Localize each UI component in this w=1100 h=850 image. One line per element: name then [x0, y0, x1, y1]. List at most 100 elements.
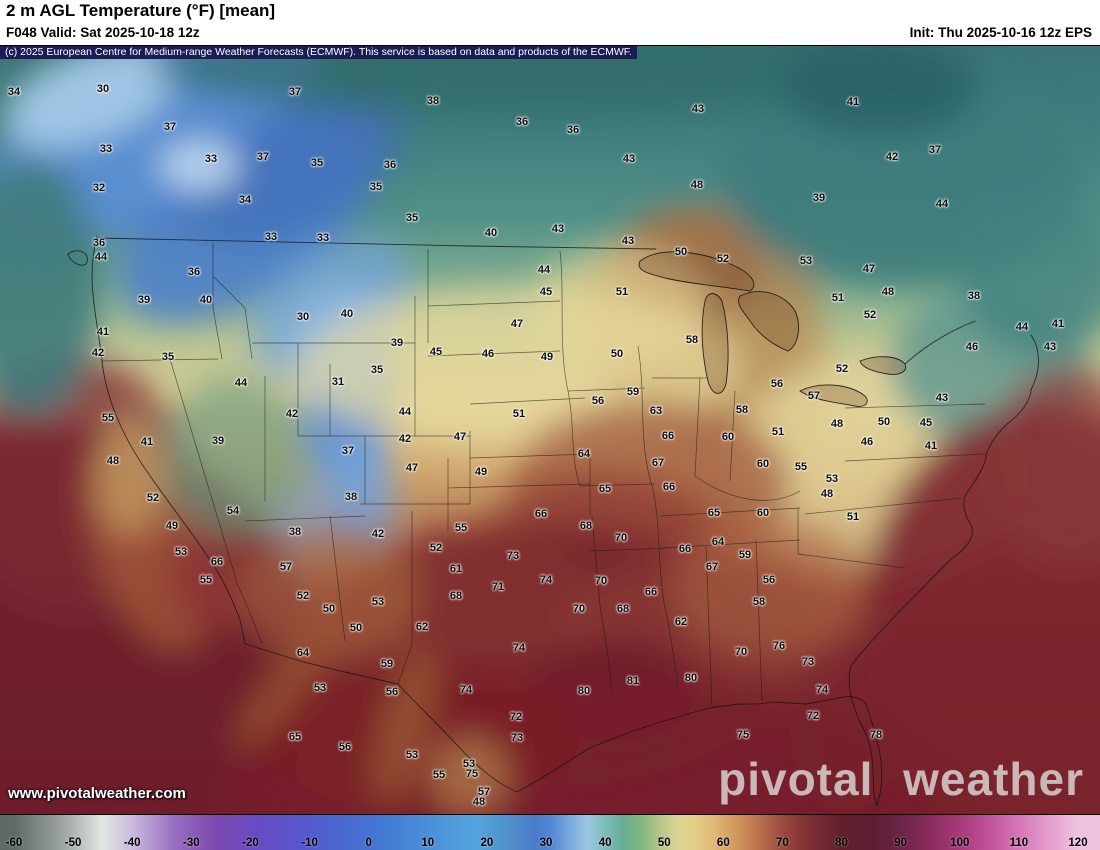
temp-value-label: 58	[752, 596, 766, 608]
temp-value-label: 56	[770, 378, 784, 390]
temp-value-label: 48	[472, 796, 486, 808]
temp-value-label: 51	[512, 408, 526, 420]
temp-value-label: 38	[967, 290, 981, 302]
temp-value-label: 74	[539, 574, 553, 586]
copyright-banner: (c) 2025 European Centre for Medium-rang…	[0, 46, 637, 59]
temp-value-label: 41	[924, 440, 938, 452]
map-canvas: (c) 2025 European Centre for Medium-rang…	[0, 45, 1100, 816]
temp-value-label: 72	[509, 711, 523, 723]
temp-value-label: 47	[510, 318, 524, 330]
temp-value-label: 46	[965, 341, 979, 353]
temp-value-label: 48	[820, 488, 834, 500]
temp-value-label: 39	[812, 192, 826, 204]
temp-value-label: 39	[390, 337, 404, 349]
temp-value-label: 74	[815, 684, 829, 696]
temp-value-label: 37	[341, 445, 355, 457]
colorbar-tick-label: 100	[950, 837, 970, 849]
temp-value-label: 49	[474, 466, 488, 478]
temp-value-label: 52	[863, 309, 877, 321]
temp-value-label: 37	[928, 144, 942, 156]
colorbar-tick-label: 70	[776, 837, 789, 849]
temp-value-label: 60	[756, 458, 770, 470]
temp-value-label: 78	[869, 729, 883, 741]
temp-value-label: 40	[340, 308, 354, 320]
temp-value-label: 75	[465, 768, 479, 780]
temp-value-label: 42	[398, 433, 412, 445]
temp-value-label: 51	[615, 286, 629, 298]
init-time-label: Init: Thu 2025-10-16 12z EPS	[909, 25, 1092, 40]
temp-value-label: 45	[429, 346, 443, 358]
temp-value-label: 52	[296, 590, 310, 602]
temp-value-label: 40	[484, 227, 498, 239]
temp-value-label: 53	[825, 473, 839, 485]
temp-value-label: 31	[331, 376, 345, 388]
temp-value-label: 46	[481, 348, 495, 360]
pivotal-weather-watermark: pivotal weather	[718, 753, 1084, 805]
temp-value-label: 42	[285, 408, 299, 420]
temp-value-label: 70	[572, 603, 586, 615]
temp-value-label: 55	[199, 574, 213, 586]
temp-value-label: 52	[716, 253, 730, 265]
temperature-blobs	[0, 46, 1100, 816]
temp-value-label: 43	[691, 103, 705, 115]
temp-value-label: 37	[256, 151, 270, 163]
temp-value-label: 43	[551, 223, 565, 235]
temp-value-label: 41	[846, 96, 860, 108]
temp-value-label: 42	[371, 528, 385, 540]
temp-value-label: 30	[96, 83, 110, 95]
temp-value-label: 58	[735, 404, 749, 416]
temp-value-label: 38	[426, 95, 440, 107]
temp-value-label: 35	[161, 351, 175, 363]
temp-value-label: 48	[881, 286, 895, 298]
colorbar-tick-label: 80	[835, 837, 848, 849]
temp-value-label: 55	[432, 769, 446, 781]
temp-value-label: 32	[92, 182, 106, 194]
temp-value-label: 67	[705, 561, 719, 573]
temp-value-label: 50	[610, 348, 624, 360]
temp-value-label: 50	[877, 416, 891, 428]
temp-value-label: 63	[649, 405, 663, 417]
temp-value-label: 36	[566, 124, 580, 136]
colorbar-tick-label: -40	[123, 837, 141, 849]
colorbar-tick-label: 120	[1068, 837, 1088, 849]
temp-value-label: 57	[279, 561, 293, 573]
temp-value-label: 68	[616, 603, 630, 615]
temp-value-label: 68	[449, 590, 463, 602]
temp-value-label: 43	[622, 153, 636, 165]
temp-value-label: 64	[577, 448, 591, 460]
temp-value-label: 33	[264, 231, 278, 243]
temp-value-label: 53	[799, 255, 813, 267]
temp-value-label: 81	[626, 675, 640, 687]
temp-value-label: 47	[453, 431, 467, 443]
temp-value-label: 36	[515, 116, 529, 128]
colorbar-tick-label: 90	[894, 837, 908, 849]
temp-value-label: 44	[94, 251, 108, 263]
temp-value-label: 71	[491, 581, 505, 593]
colorbar-tick-label: -20	[242, 837, 259, 849]
temp-value-label: 39	[211, 435, 225, 447]
temp-value-label: 73	[506, 550, 520, 562]
temp-value-label: 65	[707, 507, 721, 519]
temp-value-label: 50	[322, 603, 336, 615]
temp-value-label: 62	[674, 616, 688, 628]
colorbar-tick-label: 110	[1009, 837, 1029, 849]
colorbar-tick-label: 40	[598, 837, 612, 849]
temp-value-label: 64	[296, 647, 310, 659]
temp-value-label: 52	[146, 492, 160, 504]
temp-value-label: 41	[140, 436, 154, 448]
temp-value-label: 66	[534, 508, 548, 520]
temp-value-label: 58	[685, 334, 699, 346]
temp-value-label: 35	[370, 364, 384, 376]
temp-value-label: 56	[385, 686, 399, 698]
temp-value-label: 35	[369, 181, 383, 193]
temp-value-label: 59	[738, 549, 752, 561]
temp-value-label: 56	[762, 574, 776, 586]
temp-value-label: 61	[449, 563, 463, 575]
temp-value-label: 38	[344, 491, 358, 503]
temp-value-label: 41	[96, 326, 110, 338]
temp-value-label: 59	[380, 658, 394, 670]
temp-value-label: 35	[310, 157, 324, 169]
header: 2 m AGL Temperature (°F) [mean] F048 Val…	[0, 0, 1100, 45]
temp-value-label: 66	[644, 586, 658, 598]
temp-value-label: 30	[296, 311, 310, 323]
